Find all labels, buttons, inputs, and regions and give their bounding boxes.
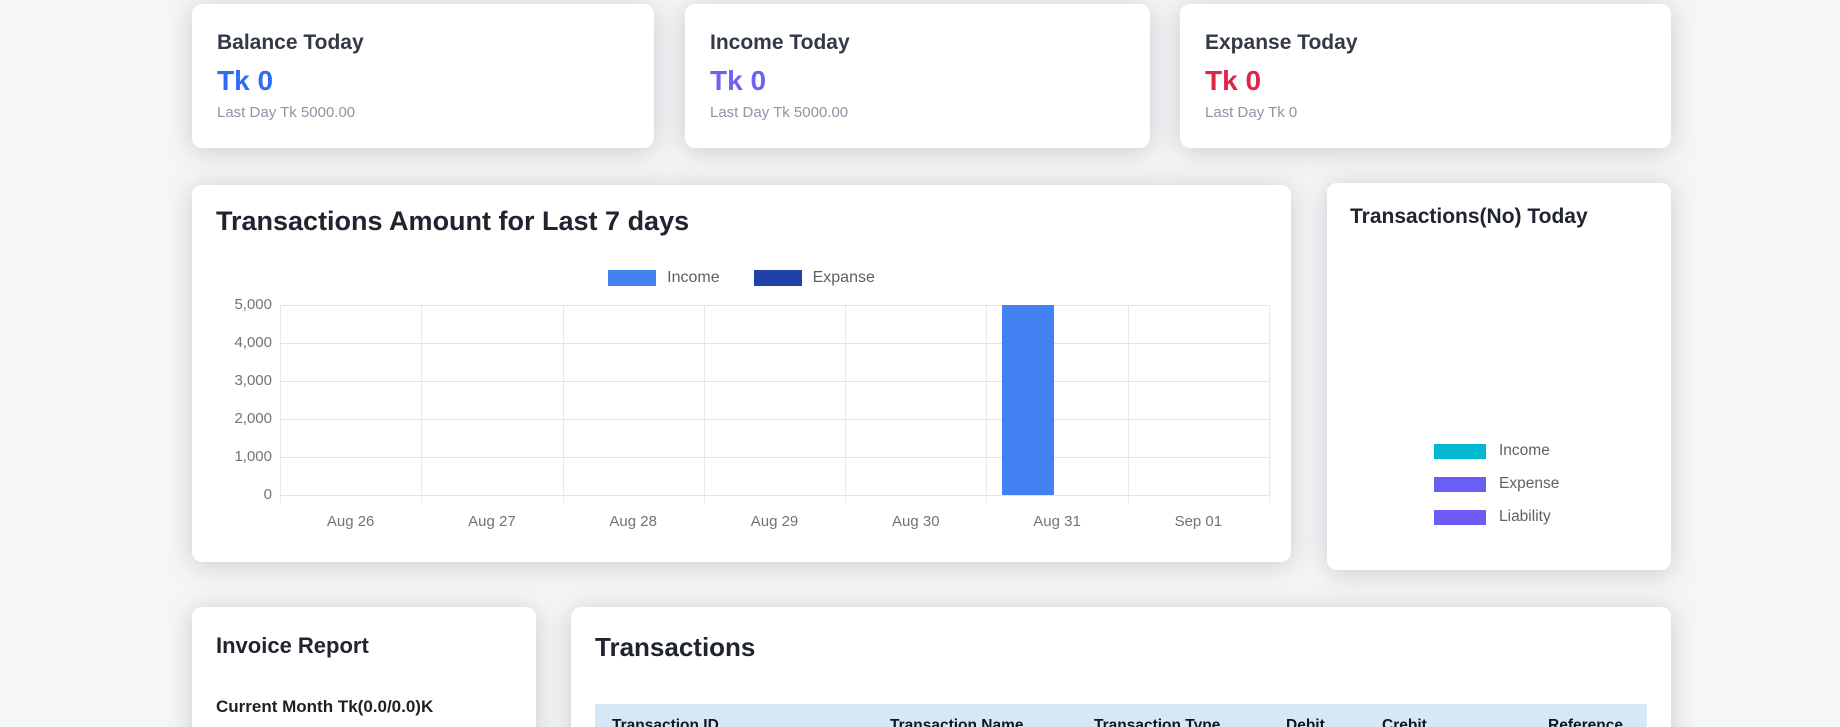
y-axis-tick-label: 2,000 [234,410,272,427]
gridline-horizontal [280,381,1269,382]
transactions-no-title: Transactions(No) Today [1350,205,1588,228]
y-axis-tick-label: 0 [263,486,272,503]
pie-legend-item-income: Income [1434,441,1559,461]
pie-legend-label-expense: Expense [1499,475,1560,492]
balance-last-day: Last Day Tk 5000.00 [217,104,356,121]
gridline-vertical [562,305,564,503]
chart-title: Transactions Amount for Last 7 days [216,206,690,236]
gridline-horizontal [280,457,1269,458]
expanse-today-card: Expanse Today Tk 0 Last Day Tk 0 [1180,4,1671,148]
gridline-vertical [1269,305,1270,503]
legend-label-income: Income [667,269,720,286]
pie-legend-swatch-liability [1434,509,1486,525]
column-header-crebit: Crebit [1382,717,1427,727]
y-axis-tick-label: 4,000 [234,334,272,351]
balance-value: Tk 0 [217,65,274,96]
pie-legend-swatch-expense [1434,476,1486,492]
invoice-current-month: Current Month Tk(0.0/0.0)K [216,697,434,716]
income-today-card: Income Today Tk 0 Last Day Tk 5000.00 [685,4,1150,148]
x-axis-tick-label: Aug 30 [892,513,940,530]
transactions-no-today-card: Transactions(No) Today Income Expense Liab… [1327,183,1671,570]
gridline-horizontal [280,343,1269,344]
income-last-day: Last Day Tk 5000.00 [710,104,849,121]
x-axis-tick-label: Aug 29 [750,513,799,530]
income-card-title: Income Today [710,31,850,54]
pie-legend-swatch-income [1434,443,1486,459]
bar-income-aug-31 [1001,305,1054,495]
y-axis-tick-label: 3,000 [234,372,272,389]
invoice-report-card: Invoice Report Current Month Tk(0.0/0.0)… [192,607,536,727]
x-axis-tick-label: Aug 31 [1033,513,1081,530]
balance-card-title: Balance Today [217,31,364,54]
bar-chart-plot-area: 0 1,000 2,000 3,000 4,000 5,000 Aug 26 Aug 27 Au… [192,185,1291,562]
gridline-horizontal [280,419,1269,420]
gridline-vertical [1127,305,1129,503]
gridline-horizontal [280,495,1269,496]
column-header-transaction-type: Transaction Type [1094,717,1221,727]
column-header-reference: Reference [1548,717,1623,727]
income-value: Tk 0 [710,65,767,96]
pie-legend-label-liability: Liability [1499,508,1551,525]
expanse-last-day: Last Day Tk 0 [1205,104,1298,121]
pie-chart-legend: Income Expense Liability [1434,441,1559,527]
invoice-report-title: Invoice Report [216,633,369,658]
column-header-transaction-id: Transaction ID [612,717,719,727]
expanse-card-title: Expanse Today [1205,31,1358,54]
transactions-amount-chart-card: Transactions Amount for Last 7 days Inco… [192,185,1291,562]
transactions-table-title: Transactions [595,632,756,662]
legend-swatch-expanse [753,270,802,286]
column-header-transaction-name: Transaction Name [890,717,1024,727]
gridline-vertical [280,305,281,503]
pie-legend-label-income: Income [1499,442,1550,459]
x-axis-tick-label: Aug 27 [468,513,516,530]
y-axis-tick-label: 5,000 [234,296,272,313]
legend-label-expanse: Expanse [812,269,875,286]
legend-item-income: Income [608,269,720,287]
gridline-vertical [703,305,705,503]
x-axis-tick-label: Sep 01 [1174,513,1223,530]
legend-swatch-income [608,270,657,286]
pie-legend-item-expense: Expense [1434,474,1559,494]
x-axis-tick-label: Aug 28 [609,513,657,530]
transactions-table-header-row: Transaction ID Transaction Name Transactio… [595,704,1647,727]
gridline-vertical [986,305,988,503]
gridline-vertical [845,305,847,503]
gridline-horizontal [280,305,1269,306]
pie-legend-item-liability: Liability [1434,507,1559,527]
x-axis-tick-label: Aug 26 [326,513,375,530]
balance-today-card: Balance Today Tk 0 Last Day Tk 5000.00 [192,4,654,148]
column-header-debit: Debit [1286,717,1325,727]
y-axis-tick-label: 1,000 [234,448,272,465]
transactions-table-card: Transactions Transaction ID Transaction N… [571,607,1671,727]
legend-item-expanse: Expanse [753,269,875,287]
bar-chart-legend: Income Expanse [192,269,1291,287]
gridline-vertical [421,305,423,503]
expanse-value: Tk 0 [1205,65,1262,96]
